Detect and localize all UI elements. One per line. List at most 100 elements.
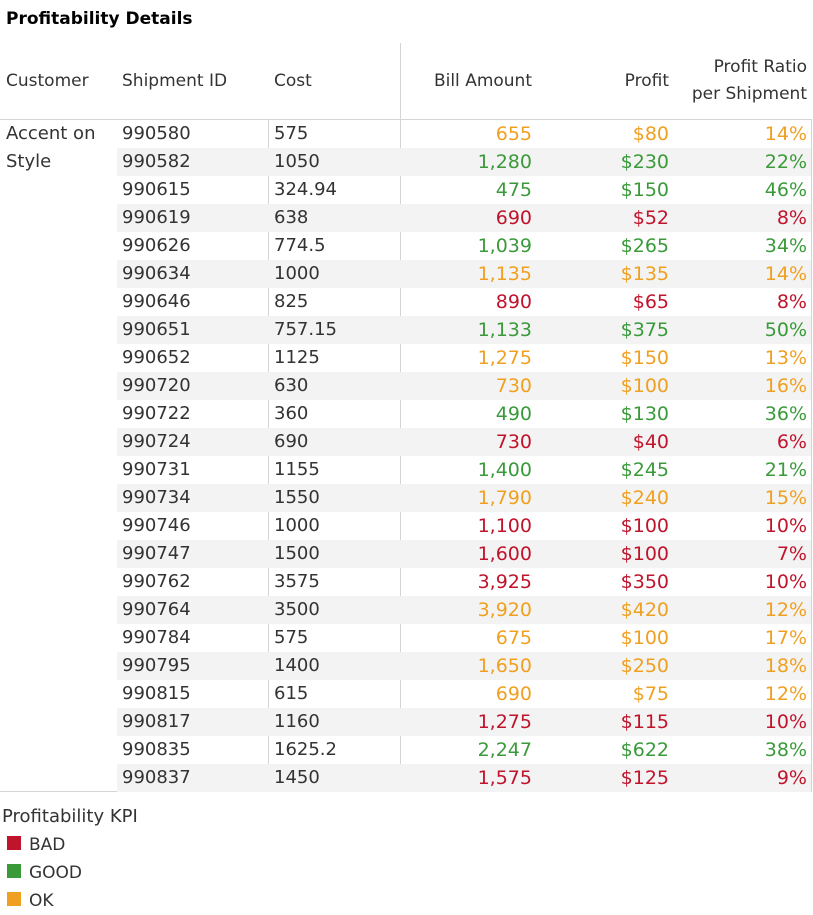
shipment-id-cell: 990837 bbox=[122, 767, 191, 788]
bill-amount-cell: 730 bbox=[495, 431, 532, 453]
profit-cell: $40 bbox=[632, 431, 669, 453]
table-row[interactable]: 990626 774.5 1,039 $265 34% bbox=[0, 232, 813, 260]
table-row[interactable]: 990734 1550 1,790 $240 15% bbox=[0, 484, 813, 512]
shipment-id-cell: 990651 bbox=[122, 319, 191, 340]
header-profit[interactable]: Profit bbox=[624, 71, 669, 91]
row-band bbox=[117, 624, 811, 652]
bill-amount-cell: 1,650 bbox=[477, 655, 532, 677]
profit-ratio-cell: 12% bbox=[764, 683, 807, 705]
legend-label: GOOD bbox=[29, 863, 83, 883]
bill-amount-cell: 1,039 bbox=[477, 235, 532, 257]
cost-cell: 1625.2 bbox=[274, 739, 337, 760]
shipment-id-cell: 990626 bbox=[122, 235, 191, 256]
header-profit-ratio-line1[interactable]: Profit Ratio bbox=[713, 57, 807, 77]
cost-cell: 1000 bbox=[274, 263, 320, 284]
bill-amount-cell: 490 bbox=[495, 403, 532, 425]
table-row[interactable]: 990652 1125 1,275 $150 13% bbox=[0, 344, 813, 372]
table-row[interactable]: 990784 575 675 $100 17% bbox=[0, 624, 813, 652]
header-profit-ratio-line2[interactable]: per Shipment bbox=[691, 84, 807, 104]
table-row[interactable]: 990582 1050 1,280 $230 22% bbox=[0, 148, 813, 176]
profit-cell: $52 bbox=[632, 207, 669, 229]
table-row[interactable]: 990764 3500 3,920 $420 12% bbox=[0, 596, 813, 624]
table-row[interactable]: 990646 825 890 $65 8% bbox=[0, 288, 813, 316]
bill-amount-cell: 1,275 bbox=[477, 711, 532, 733]
bill-amount-cell: 1,135 bbox=[477, 263, 532, 285]
bill-amount-cell: 3,925 bbox=[477, 571, 532, 593]
table-row[interactable]: 990795 1400 1,650 $250 18% bbox=[0, 652, 813, 680]
table-row[interactable]: 990837 1450 1,575 $125 9% bbox=[0, 764, 813, 792]
cost-cell: 690 bbox=[274, 431, 309, 452]
bill-amount-cell: 890 bbox=[495, 291, 532, 313]
profit-ratio-cell: 12% bbox=[764, 599, 807, 621]
shipment-id-cell: 990747 bbox=[122, 543, 191, 564]
bill-amount-cell: 475 bbox=[495, 179, 532, 201]
table-row[interactable]: 990651 757.15 1,133 $375 50% bbox=[0, 316, 813, 344]
row-band bbox=[117, 456, 811, 484]
profit-cell: $150 bbox=[620, 347, 669, 369]
profit-cell: $350 bbox=[620, 571, 669, 593]
shipment-id-cell: 990746 bbox=[122, 515, 191, 536]
profit-ratio-cell: 14% bbox=[764, 123, 807, 145]
legend-swatch bbox=[7, 864, 21, 878]
table-row[interactable]: 990817 1160 1,275 $115 10% bbox=[0, 708, 813, 736]
legend-item[interactable]: OK bbox=[7, 889, 54, 913]
cost-cell: 825 bbox=[274, 291, 309, 312]
profit-cell: $230 bbox=[620, 151, 669, 173]
cost-cell: 575 bbox=[274, 123, 309, 144]
header-bill-amount[interactable]: Bill Amount bbox=[433, 71, 532, 91]
profit-ratio-cell: 8% bbox=[776, 291, 807, 313]
cost-cell: 774.5 bbox=[274, 235, 326, 256]
table-row[interactable]: 990815 615 690 $75 12% bbox=[0, 680, 813, 708]
table-row[interactable]: 990762 3575 3,925 $350 10% bbox=[0, 568, 813, 596]
profit-cell: $150 bbox=[620, 179, 669, 201]
bill-amount-cell: 690 bbox=[495, 683, 532, 705]
profit-cell: $100 bbox=[620, 543, 669, 565]
table-row[interactable]: 990746 1000 1,100 $100 10% bbox=[0, 512, 813, 540]
header-shipment-id[interactable]: Shipment ID bbox=[122, 71, 228, 91]
legend-item[interactable]: GOOD bbox=[7, 861, 82, 885]
row-band bbox=[117, 512, 811, 540]
legend-item[interactable]: BAD bbox=[7, 833, 65, 857]
shipment-id-cell: 990720 bbox=[122, 375, 191, 396]
profit-cell: $375 bbox=[620, 319, 669, 341]
shipment-id-cell: 990784 bbox=[122, 627, 191, 648]
shipment-id-cell: 990615 bbox=[122, 179, 191, 200]
table-row[interactable]: 990724 690 730 $40 6% bbox=[0, 428, 813, 456]
row-band bbox=[117, 596, 811, 624]
table-row[interactable]: 990619 638 690 $52 8% bbox=[0, 204, 813, 232]
row-band bbox=[117, 680, 811, 708]
header-cost[interactable]: Cost bbox=[274, 71, 312, 91]
profit-cell: $125 bbox=[620, 767, 669, 789]
row-band bbox=[117, 204, 811, 232]
table-row[interactable]: 990580 575 655 $80 14% bbox=[0, 120, 813, 148]
table-row[interactable]: 990731 1155 1,400 $245 21% bbox=[0, 456, 813, 484]
table-row[interactable]: 990615 324.94 475 $150 46% bbox=[0, 176, 813, 204]
cost-cell: 1550 bbox=[274, 487, 320, 508]
row-band bbox=[117, 288, 811, 316]
bill-amount-cell: 1,275 bbox=[477, 347, 532, 369]
table-row[interactable]: 990634 1000 1,135 $135 14% bbox=[0, 260, 813, 288]
profit-ratio-cell: 36% bbox=[764, 403, 807, 425]
table-row[interactable]: 990720 630 730 $100 16% bbox=[0, 372, 813, 400]
profit-ratio-cell: 22% bbox=[764, 151, 807, 173]
profit-cell: $100 bbox=[620, 515, 669, 537]
cost-cell: 360 bbox=[274, 403, 309, 424]
table-right-border bbox=[811, 119, 812, 791]
shipment-id-cell: 990619 bbox=[122, 207, 191, 228]
profit-cell: $265 bbox=[620, 235, 669, 257]
cost-cell: 630 bbox=[274, 375, 309, 396]
table-row[interactable]: 990835 1625.2 2,247 $622 38% bbox=[0, 736, 813, 764]
cost-cell: 1400 bbox=[274, 655, 320, 676]
shipment-id-cell: 990734 bbox=[122, 487, 191, 508]
row-band bbox=[117, 428, 811, 456]
table-row[interactable]: 990722 360 490 $130 36% bbox=[0, 400, 813, 428]
header-customer[interactable]: Customer bbox=[6, 71, 89, 91]
table-row[interactable]: 990747 1500 1,600 $100 7% bbox=[0, 540, 813, 568]
profit-ratio-cell: 34% bbox=[764, 235, 807, 257]
bill-amount-cell: 1,400 bbox=[477, 459, 532, 481]
profit-cell: $245 bbox=[620, 459, 669, 481]
header-bottom-border bbox=[0, 119, 812, 120]
profit-cell: $100 bbox=[620, 627, 669, 649]
cost-cell: 1000 bbox=[274, 515, 320, 536]
profit-cell: $115 bbox=[620, 711, 669, 733]
